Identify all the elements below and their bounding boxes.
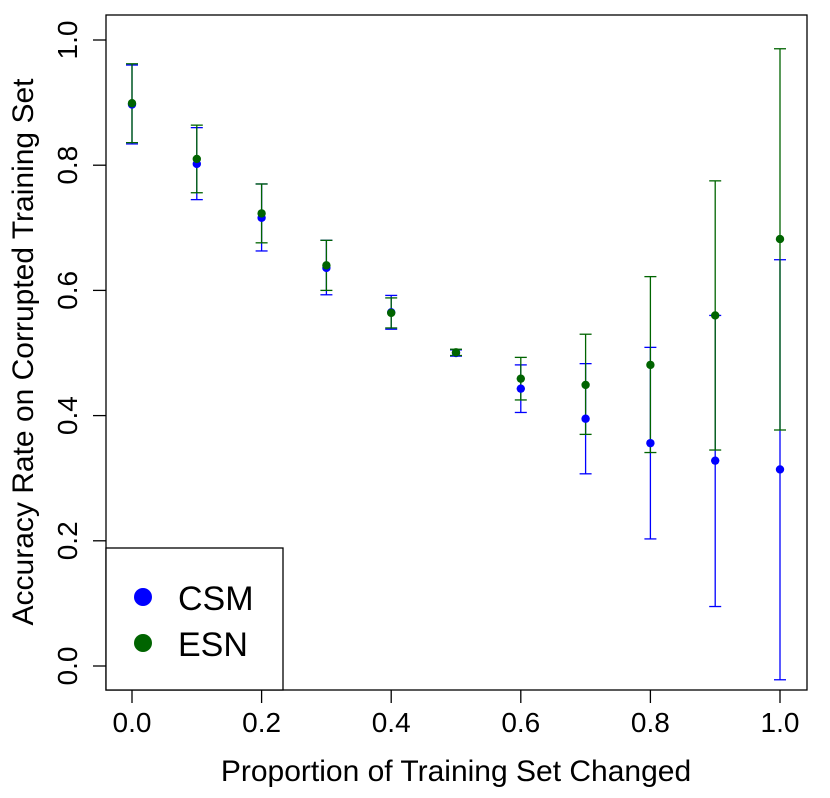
- data-point-esn: [127, 99, 137, 108]
- y-tick-label: 0.6: [52, 271, 83, 310]
- legend: CSM ESN: [105, 547, 284, 691]
- y-tick-label: 0.2: [52, 521, 83, 560]
- x-tick-label: 0.6: [501, 707, 540, 738]
- plot-frame: [105, 14, 808, 691]
- data-point-esn: [192, 154, 201, 164]
- x-tick-label: 0.4: [372, 707, 411, 738]
- y-tick-label: 0.4: [52, 396, 83, 435]
- data-point-esn: [775, 234, 785, 244]
- data-point-csm: [775, 465, 785, 474]
- x-tick-label: 1.0: [761, 707, 800, 738]
- points-esn: [127, 99, 785, 390]
- data-point-esn: [257, 209, 266, 218]
- data-point-esn: [516, 374, 525, 383]
- series-layer: [126, 48, 786, 681]
- y-tick-label: 0.0: [52, 647, 83, 686]
- data-point-esn: [711, 311, 720, 320]
- legend-label-esn: ESN: [178, 626, 248, 664]
- x-tick-label: 0.2: [242, 707, 281, 738]
- data-point-esn: [451, 348, 461, 357]
- data-point-esn: [322, 261, 331, 270]
- data-point-csm: [516, 384, 525, 393]
- data-point-csm: [711, 456, 720, 465]
- y-tick-label: 1.0: [52, 21, 83, 60]
- data-point-esn: [581, 380, 590, 390]
- x-tick-label: 0.0: [113, 707, 152, 738]
- y-axis: 0.0 0.2 0.4 0.6 0.8 1.0: [52, 21, 106, 686]
- points-csm: [127, 100, 785, 474]
- x-tick-label: 0.8: [631, 707, 670, 738]
- legend-label-csm: CSM: [178, 580, 254, 618]
- data-point-esn: [387, 308, 396, 318]
- y-tick-label: 0.8: [52, 146, 83, 185]
- legend-marker-esn: [134, 634, 152, 652]
- legend-marker-csm: [134, 588, 152, 606]
- series-esn: [126, 48, 786, 454]
- data-point-esn: [646, 360, 655, 370]
- x-axis-title: Proportion of Training Set Changed: [221, 755, 691, 788]
- data-point-csm: [581, 414, 590, 423]
- y-axis-title: Accuracy Rate on Corrupted Training Set: [7, 78, 40, 626]
- data-point-csm: [646, 438, 655, 448]
- legend-box: [105, 547, 284, 691]
- x-axis: 0.0 0.2 0.4 0.6 0.8 1.0: [113, 690, 800, 738]
